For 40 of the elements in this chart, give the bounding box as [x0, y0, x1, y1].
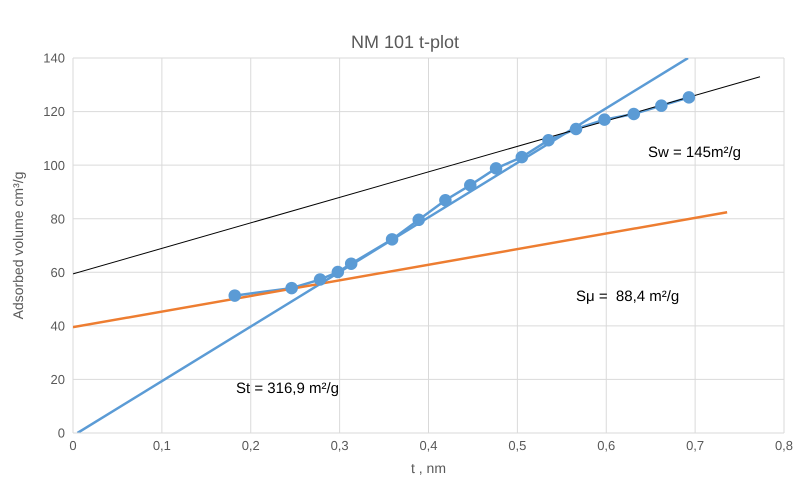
x-axis-title: t , nm [410, 460, 446, 476]
point [598, 113, 611, 126]
y-tick-label: 40 [50, 318, 65, 334]
x-tick-label: 0,2 [242, 438, 260, 454]
point [228, 289, 242, 302]
x-tick-label: 0 [69, 438, 77, 454]
point [628, 108, 640, 120]
point [386, 233, 398, 246]
chart-title: NM 101 t-plot [350, 32, 460, 52]
annotation: Sw = 145m²/g [648, 144, 741, 161]
point [412, 214, 425, 226]
point [570, 122, 582, 136]
x-tick-label: 0,7 [686, 438, 704, 454]
x-tick-label: 0,5 [508, 438, 526, 454]
x-tick-label: 0,4 [419, 438, 438, 454]
x-tick-label: 0,3 [330, 438, 349, 454]
y-tick-label: 0 [58, 426, 65, 441]
x-tick-label: 0,6 [597, 438, 616, 454]
point [542, 134, 555, 146]
x-tick-label: 0,1 [152, 438, 171, 454]
point [464, 178, 477, 192]
y-tick-label: 120 [43, 104, 65, 120]
point [439, 194, 452, 206]
y-tick-label: 60 [50, 264, 65, 280]
point [332, 266, 344, 278]
point [490, 162, 502, 175]
y-axis-title: Adsorbed volume cm³/g [10, 172, 26, 320]
y-tick-label: 80 [50, 211, 65, 226]
annotation: Sμ = 88,4 m²/g [576, 288, 680, 305]
y-tick-label: 100 [43, 158, 65, 173]
point [655, 99, 668, 112]
y-tick-label: 140 [43, 50, 65, 66]
point [344, 257, 358, 270]
annotation: St = 316,9 m²/g [236, 380, 339, 397]
point [682, 91, 696, 104]
point [285, 282, 298, 294]
y-tick-label: 20 [50, 372, 65, 388]
point [314, 273, 326, 286]
point [516, 150, 528, 164]
x-tick-label: 0,8 [774, 438, 794, 454]
